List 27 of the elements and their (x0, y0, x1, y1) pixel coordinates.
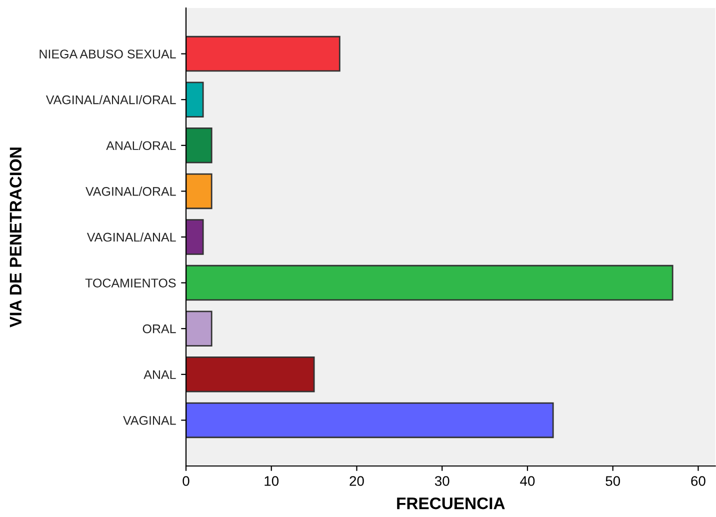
bar (186, 356, 315, 392)
x-axis-title: FRECUENCIA (397, 497, 505, 510)
bar (186, 173, 212, 210)
x-tick-label: 10 (264, 476, 279, 486)
y-tick-label: ORAL (142, 324, 176, 334)
bar (186, 82, 204, 118)
bar (186, 264, 674, 301)
x-tick-label: 50 (606, 476, 620, 486)
y-tick-label: ANAL/ORAL (106, 140, 176, 150)
y-tick-label: VAGINAL/ANALI/ORAL (46, 95, 176, 104)
y-tick-label: ANAL (144, 370, 176, 379)
y-tick-label: NIEGA ABUSO SEXUAL (40, 50, 176, 58)
x-tick-label: 30 (434, 476, 450, 486)
bar (186, 219, 204, 255)
bar (186, 128, 212, 164)
y-tick-label: TOCAMIENTOS (85, 278, 176, 288)
y-axis-title: VIA DE PENETRACION (10, 148, 22, 328)
bar (186, 310, 212, 346)
x-tick-label: 20 (350, 476, 364, 486)
y-tick-label: VAGINAL (123, 416, 176, 425)
bar (186, 402, 554, 438)
x-tick-label: 0 (182, 476, 190, 486)
x-tick-label: 40 (520, 476, 535, 486)
y-tick-label: VAGINAL/ORAL (86, 186, 176, 196)
y-tick-label: VAGINAL/ANAL (86, 232, 176, 242)
bar (186, 36, 340, 72)
x-tick-label: 60 (691, 476, 706, 486)
